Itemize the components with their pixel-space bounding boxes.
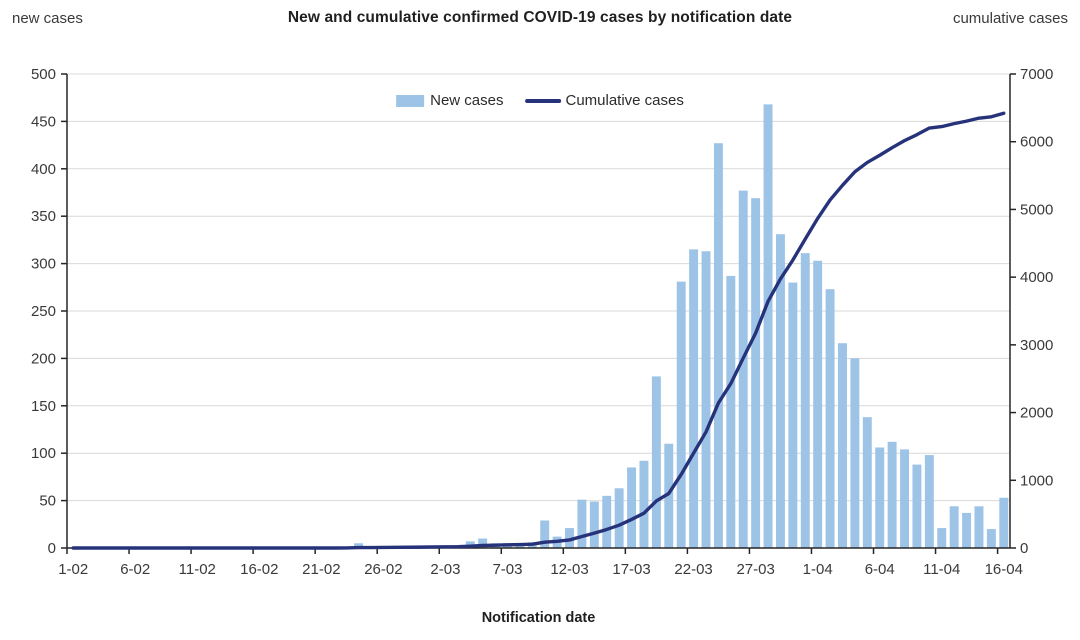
x-axis-tick-label: 6-02 — [120, 561, 150, 578]
left-axis-title: new cases — [12, 10, 83, 27]
bar — [701, 251, 711, 548]
x-axis-tick-label: 1-04 — [803, 561, 833, 578]
y-axis-left-tick-label: 200 — [31, 350, 56, 367]
x-axis-tick-label: 2-03 — [430, 561, 460, 578]
bar — [862, 417, 872, 548]
bar — [887, 441, 897, 548]
bar — [937, 528, 947, 548]
bar — [627, 467, 637, 548]
bar — [825, 289, 835, 548]
bar — [577, 499, 587, 548]
legend-item-new-cases: New cases — [396, 92, 503, 109]
x-axis-tick-label: 1-02 — [58, 561, 88, 578]
bar — [949, 506, 959, 548]
x-axis-tick-label: 22-03 — [674, 561, 712, 578]
x-axis-tick-label: 11-04 — [923, 561, 960, 578]
bar — [900, 449, 909, 548]
legend-label-new-cases: New cases — [430, 92, 504, 109]
bar — [738, 190, 748, 548]
bar — [800, 253, 810, 549]
y-axis-left-tick-label: 250 — [31, 303, 56, 320]
bar — [813, 260, 823, 548]
bar — [763, 104, 773, 548]
x-axis-tick-label: 16-04 — [985, 561, 1023, 578]
x-axis-tick-label: 26-02 — [364, 561, 402, 578]
bar — [838, 343, 847, 548]
chart-title: New and cumulative confirmed COVID-19 ca… — [287, 9, 793, 26]
right-axis-title: cumulative cases — [952, 10, 1068, 27]
y-axis-left-tick-label: 400 — [31, 161, 56, 178]
y-axis-right-tick-label: 1000 — [1020, 472, 1053, 489]
y-axis-right-tick-label: 5000 — [1020, 201, 1053, 218]
bar — [788, 282, 798, 548]
bar — [850, 358, 860, 548]
x-axis-title: Notification date — [481, 610, 596, 626]
bar — [540, 520, 550, 548]
bar — [962, 512, 972, 548]
new-cases-swatch-icon — [396, 94, 425, 107]
bar — [912, 464, 922, 548]
bar — [689, 249, 699, 548]
y-axis-left-tick-label: 450 — [31, 113, 56, 130]
y-axis-right-tick-label: 6000 — [1020, 134, 1053, 151]
y-axis-left-tick-label: 100 — [31, 445, 56, 462]
bar — [999, 497, 1009, 548]
x-axis-tick-label: 21-02 — [302, 561, 340, 578]
bar — [726, 275, 736, 548]
legend-item-cumulative-cases: Cumulative cases — [525, 92, 684, 109]
y-axis-left-tick-label: 0 — [48, 540, 56, 557]
legend: New cases Cumulative cases — [396, 92, 684, 109]
bar — [565, 528, 574, 548]
y-axis-left-tick-label: 300 — [31, 256, 56, 273]
bar — [614, 488, 624, 548]
bar — [751, 198, 761, 548]
y-axis-right-tick-label: 0 — [1020, 540, 1028, 557]
bar — [602, 495, 612, 548]
bar — [478, 538, 488, 548]
bar — [651, 376, 661, 548]
bar — [986, 529, 996, 548]
x-axis-tick-label: 17-03 — [612, 561, 650, 578]
legend-label-cumulative-cases: Cumulative cases — [565, 92, 684, 109]
y-axis-right-tick-label: 2000 — [1020, 405, 1053, 422]
x-axis-tick-label: 7-03 — [492, 561, 522, 578]
bar — [664, 443, 674, 548]
bar — [354, 543, 364, 548]
y-axis-right-tick-label: 7000 — [1020, 66, 1053, 83]
bar — [639, 460, 649, 548]
bar — [589, 501, 599, 548]
bar — [875, 447, 885, 548]
x-axis-tick-label: 27-03 — [736, 561, 774, 578]
cumulative-line — [71, 111, 1006, 550]
cumulative-cases-swatch-icon — [525, 98, 562, 103]
x-axis-tick-label: 6-04 — [865, 561, 895, 578]
y-axis-right-tick-label: 4000 — [1020, 269, 1053, 286]
y-axis-right-tick-label: 3000 — [1020, 337, 1053, 354]
bar — [713, 143, 723, 548]
bar — [775, 234, 785, 548]
x-axis-tick-label: 11-02 — [179, 561, 216, 578]
bar — [676, 281, 686, 548]
y-axis-left-tick-label: 500 — [31, 66, 56, 83]
x-axis-tick-label: 16-02 — [240, 561, 278, 578]
x-axis-tick-label: 12-03 — [550, 561, 588, 578]
y-axis-left-tick-label: 50 — [39, 493, 56, 510]
bar — [974, 506, 984, 548]
y-axis-left-tick-label: 150 — [31, 398, 56, 415]
y-axis-left-tick-label: 350 — [31, 208, 56, 225]
bar — [924, 455, 934, 548]
